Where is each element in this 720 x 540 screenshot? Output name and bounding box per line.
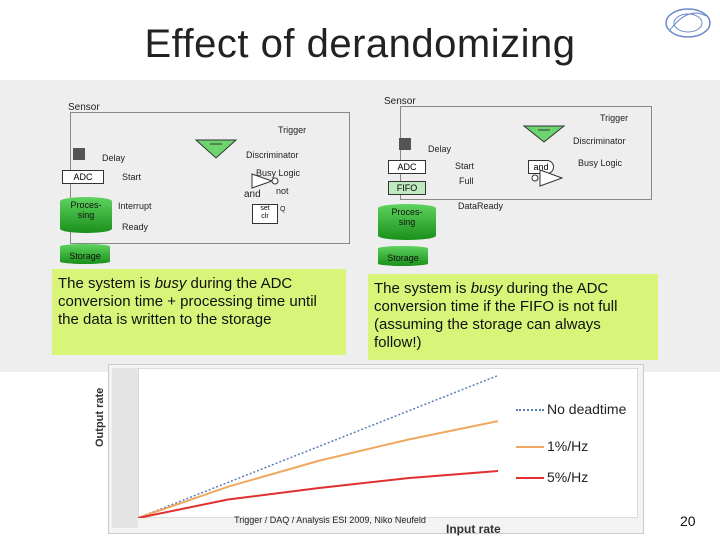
- right-discriminator-label: Discriminator: [573, 136, 626, 146]
- legend-swatch-no-deadtime: [516, 409, 544, 411]
- series-5-percent: [138, 470, 499, 518]
- cern-logo-icon: [662, 6, 714, 40]
- right-note-emphasis: busy: [470, 280, 503, 297]
- right-dataready-label: DataReady: [458, 201, 504, 211]
- left-note: The system is busy during the ADC conver…: [52, 269, 346, 355]
- right-adc-label: ADC: [397, 162, 417, 172]
- chart-y-axis-label: Output rate: [94, 387, 106, 447]
- legend-5-percent: 5%/Hz: [547, 469, 589, 485]
- right-signal-frame: [400, 106, 652, 200]
- left-storage-label: Storage: [69, 251, 101, 261]
- right-full-label: Full: [459, 176, 474, 186]
- left-not-label: not: [276, 186, 289, 196]
- left-and-label: and: [244, 189, 261, 200]
- right-start-label: Start: [455, 161, 475, 171]
- series-no-deadtime: [138, 374, 499, 518]
- left-q-label: Q: [280, 206, 286, 213]
- legend-swatch-5-percent: [516, 477, 544, 479]
- legend-swatch-1-percent: [516, 446, 544, 448]
- left-note-emphasis: busy: [154, 275, 187, 292]
- left-set-label: set: [260, 205, 270, 212]
- chart-plot: [138, 368, 638, 518]
- left-start-label: Start: [122, 172, 142, 182]
- right-fifo-box: FIFO: [388, 181, 426, 195]
- right-trigger-label: Trigger: [600, 113, 629, 123]
- left-ready-label: Ready: [122, 222, 149, 232]
- left-storage-cylinder: Storage: [60, 244, 110, 264]
- slide-footer: Trigger / DAQ / Analysis ESI 2009, Niko …: [234, 515, 426, 525]
- left-clear-label: clr: [261, 213, 269, 220]
- series-1-percent: [138, 420, 499, 518]
- left-discriminator-icon: [194, 139, 238, 159]
- slide-title: Effect of derandomizing: [144, 22, 576, 66]
- chart-x-axis-label: Input rate: [446, 522, 501, 536]
- left-processing-cylinder: Proces- sing: [60, 197, 112, 233]
- left-delay-label: Delay: [102, 153, 126, 163]
- left-note-text-1: The system is: [58, 275, 155, 292]
- left-delay-block: [73, 148, 85, 160]
- legend-1-percent: 1%/Hz: [547, 438, 589, 454]
- left-trigger-label: Trigger: [278, 125, 307, 135]
- chart-ylabel-band: [112, 368, 138, 528]
- left-not-gate-icon: [251, 173, 279, 189]
- right-and-label: and: [533, 162, 549, 172]
- left-adc-label: ADC: [73, 172, 93, 182]
- legend-no-deadtime: No deadtime: [547, 401, 627, 417]
- right-adc-box: ADC: [388, 160, 426, 174]
- left-flipflop-box: set clr: [252, 204, 278, 224]
- right-sensor-label: Sensor: [384, 96, 416, 107]
- left-note-text-2: during the ADC conversion time + process…: [58, 275, 317, 328]
- right-not-gate-icon: [531, 169, 564, 187]
- page-number: 20: [680, 513, 696, 529]
- right-delay-block: [399, 138, 411, 150]
- right-storage-label: Storage: [387, 253, 419, 263]
- left-signal-frame: [70, 112, 350, 244]
- left-discriminator-label: Discriminator: [246, 150, 299, 160]
- right-busy-logic-label: Busy Logic: [578, 158, 623, 168]
- left-sensor-label: Sensor: [68, 102, 100, 113]
- right-note-text-2: during the ADC conversion time if the FI…: [374, 280, 618, 351]
- right-processing-cylinder: Proces- sing: [378, 204, 436, 240]
- left-interrupt-label: Interrupt: [118, 201, 152, 211]
- right-discriminator-icon: [522, 125, 566, 143]
- right-storage-cylinder: Storage: [378, 246, 428, 266]
- right-delay-label: Delay: [428, 144, 452, 154]
- left-busy-logic-label: Busy Logic: [256, 168, 301, 178]
- right-note-text-1: The system is: [374, 280, 471, 297]
- right-fifo-label: FIFO: [396, 183, 418, 193]
- left-adc-box: ADC: [62, 170, 104, 184]
- right-note: The system is busy during the ADC conver…: [368, 274, 658, 360]
